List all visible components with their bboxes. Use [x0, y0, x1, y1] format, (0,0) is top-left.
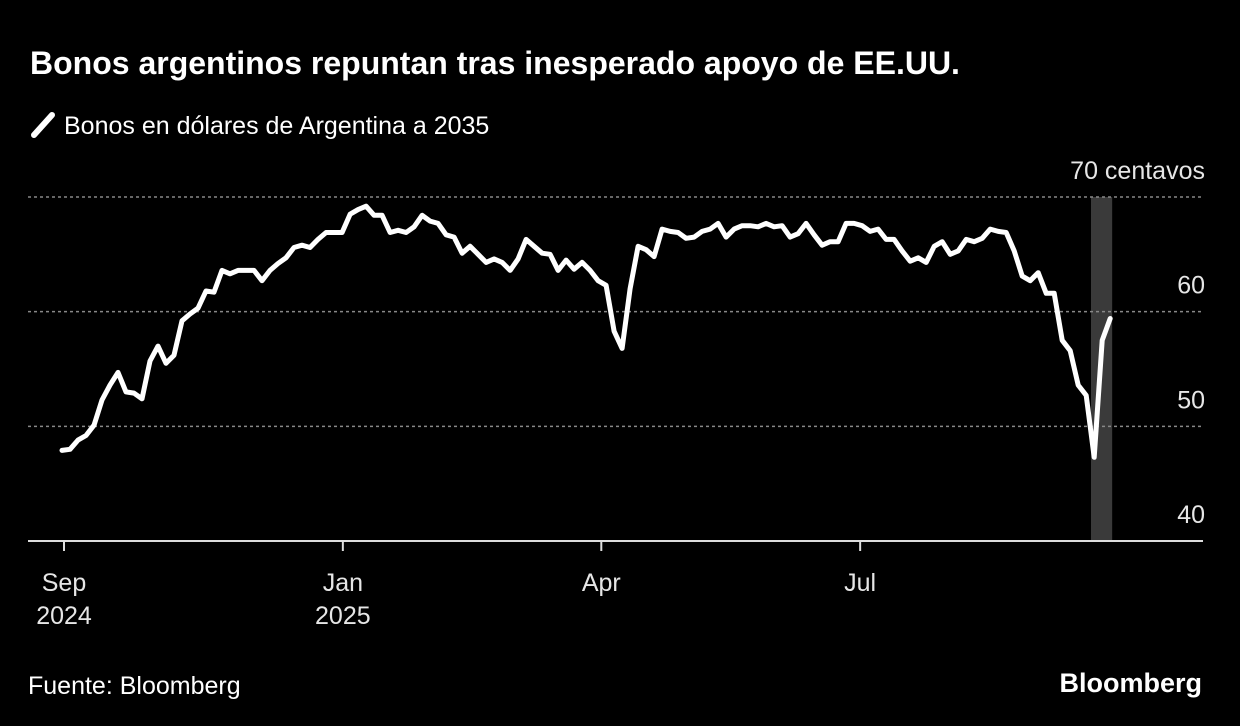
y-tick-label: 40 [1177, 501, 1205, 529]
x-tick-label: Jan [323, 569, 363, 597]
x-year-label: 2024 [36, 602, 92, 630]
legend-label: Bonos en dólares de Argentina a 2035 [64, 112, 489, 140]
x-year-label: 2025 [315, 602, 371, 630]
x-tick-label: Apr [582, 569, 621, 597]
y-tick-label: 70 centavos [1070, 157, 1205, 185]
series-line [59, 203, 1113, 460]
legend-swatch [31, 112, 55, 138]
logo: Bloomberg [1059, 668, 1202, 698]
chart-title: Bonos argentinos repuntan tras inesperad… [30, 45, 960, 81]
x-tick-label: Jul [844, 569, 876, 597]
y-tick-label: 50 [1177, 386, 1205, 414]
y-tick-label: 60 [1177, 272, 1205, 300]
source: Fuente: Bloomberg [28, 672, 241, 700]
x-tick-label: Sep [42, 569, 86, 597]
